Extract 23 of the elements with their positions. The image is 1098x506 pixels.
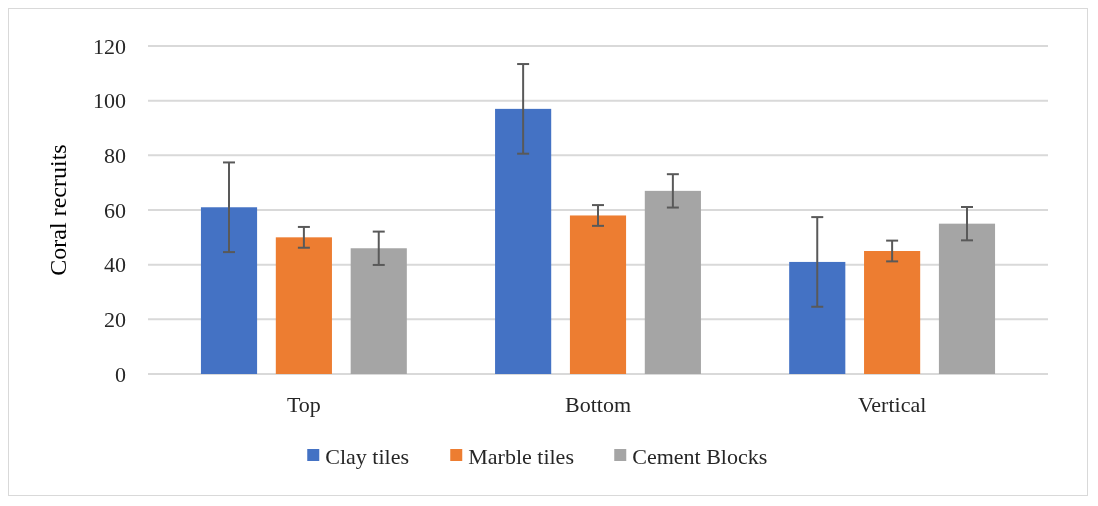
bar — [938, 223, 996, 374]
bar — [350, 248, 407, 374]
x-tick-label: Vertical — [857, 392, 927, 417]
x-tick-label: Top — [286, 392, 321, 417]
y-tick-label: 120 — [93, 33, 126, 59]
legend-label: Cement Blocks — [632, 443, 768, 469]
bar — [275, 237, 332, 374]
y-tick-label: 0 — [115, 361, 126, 387]
y-tick-label: 60 — [104, 197, 126, 223]
bar — [200, 207, 258, 374]
bar — [569, 215, 627, 374]
bar — [864, 251, 921, 374]
y-tick-label: 80 — [104, 143, 126, 169]
y-tick-label: 40 — [104, 252, 126, 278]
x-tick-label: Bottom — [564, 392, 632, 417]
legend-label: Clay tiles — [325, 443, 409, 469]
bar — [644, 190, 701, 374]
y-tick-label: 100 — [93, 88, 126, 114]
bar — [495, 108, 552, 374]
y-tick-label: 20 — [104, 307, 126, 333]
bar — [789, 261, 846, 374]
legend-label: Marble tiles — [468, 443, 574, 469]
y-axis-title: Coral recruits — [45, 144, 71, 276]
